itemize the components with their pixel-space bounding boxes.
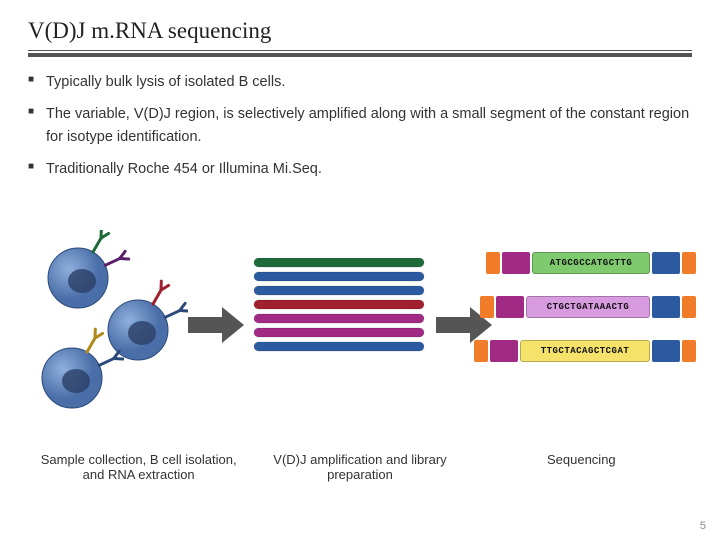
sequence-read: TTGCTACAGCTCGAT: [474, 336, 696, 366]
bullet-list: Typically bulk lysis of isolated B cells…: [28, 71, 692, 181]
sequence-text: ATGCGCCATGCTTG: [532, 252, 650, 274]
arrow-1: [188, 305, 246, 350]
b-cells-svg: [28, 230, 188, 420]
workflow-diagram: ATGCGCCATGCTTG CTGCTGATAAACTG TTGCTACAGCTC…: [28, 230, 692, 440]
caption-stage2: V(D)J amplification and library preparat…: [249, 452, 470, 482]
caption-stage3: Sequencing: [471, 452, 692, 482]
page-number: 5: [700, 520, 706, 532]
amplicon-bars-svg: [250, 258, 430, 398]
sequence-text: TTGCTACAGCTCGAT: [520, 340, 650, 362]
slide-title: V(D)J m.RNA sequencing: [28, 18, 692, 51]
caption-stage1: Sample collection, B cell isolation, and…: [28, 452, 249, 482]
stage-cells: [28, 230, 188, 410]
bullet-item: The variable, V(D)J region, is selective…: [28, 103, 692, 148]
sequence-read: CTGCTGATAAACTG: [480, 292, 696, 322]
sequence-read: ATGCGCCATGCTTG: [486, 248, 696, 278]
title-underline: [28, 53, 692, 57]
sequence-text: CTGCTGATAAACTG: [526, 296, 650, 318]
bullet-item: Typically bulk lysis of isolated B cells…: [28, 71, 692, 93]
bullet-item: Traditionally Roche 454 or Illumina Mi.S…: [28, 158, 692, 180]
stage-amplicons: [250, 258, 430, 438]
stage-sequencing: ATGCGCCATGCTTG CTGCTGATAAACTG TTGCTACAGCTC…: [496, 248, 696, 428]
stage-captions: Sample collection, B cell isolation, and…: [28, 452, 692, 482]
